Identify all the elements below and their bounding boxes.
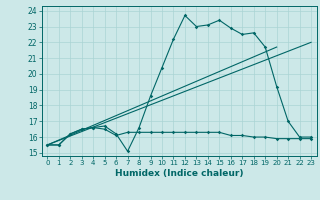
X-axis label: Humidex (Indice chaleur): Humidex (Indice chaleur) [115, 169, 244, 178]
